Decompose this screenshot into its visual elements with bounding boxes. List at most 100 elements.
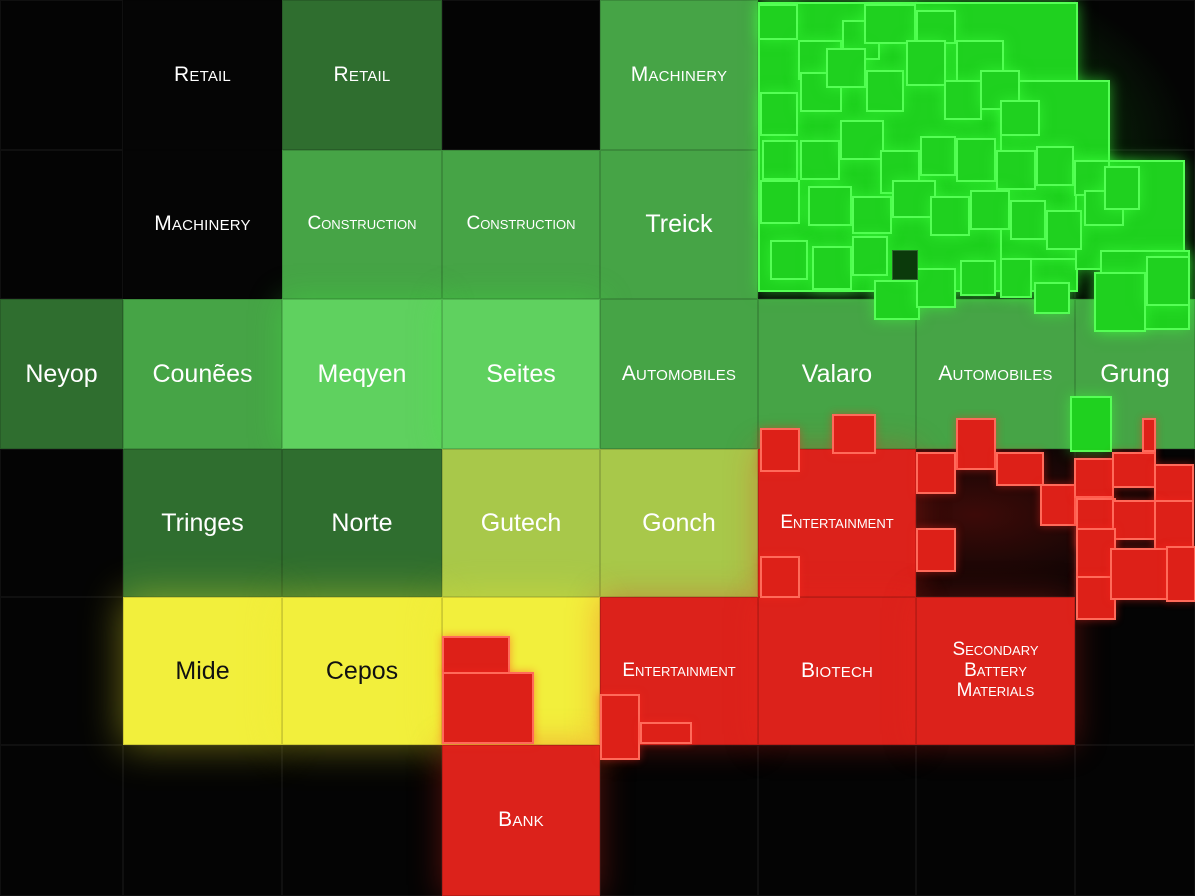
cell-label: Bank	[498, 808, 544, 832]
red-pixel-block	[442, 672, 534, 744]
red-pixel-block	[1142, 418, 1156, 452]
red-pixel-block	[956, 418, 996, 470]
green-pixel-block	[760, 92, 798, 136]
green-pixel-block	[758, 4, 798, 40]
green-pixel-block	[840, 120, 884, 160]
green-pixel-block	[1000, 100, 1040, 136]
heatmap-cell: Gutech	[442, 449, 600, 597]
heatmap-cell: Seites	[442, 299, 600, 449]
cell-label: Construction	[307, 213, 417, 235]
green-pixel-block	[1104, 166, 1140, 210]
cell-label: Construction	[466, 213, 576, 235]
heatmap-cell: Counẽes	[123, 299, 282, 449]
cell-label: Treick	[645, 210, 713, 238]
cell-label: Retail	[174, 62, 231, 86]
green-pixel-block	[812, 246, 852, 290]
green-pixel-block	[826, 48, 866, 88]
cell-label: Gutech	[480, 508, 562, 537]
red-pixel-block	[442, 636, 510, 674]
green-pixel-block	[916, 268, 956, 308]
green-pixel-block	[1094, 272, 1146, 332]
green-pixel-block	[1036, 146, 1074, 186]
green-pixel-block	[864, 4, 916, 44]
grid-background-cell	[758, 745, 916, 896]
cell-label: Grung	[1100, 359, 1170, 388]
cell-label: Automobiles	[621, 361, 737, 385]
green-pixel-block	[1070, 396, 1112, 452]
green-pixel-block	[808, 186, 852, 226]
green-pixel-block	[852, 236, 888, 276]
cell-label: Gonch	[642, 508, 716, 537]
red-pixel-block	[1166, 546, 1195, 602]
grid-background-cell	[282, 745, 442, 896]
heatmap-cell: Secondary Battery Materials	[916, 597, 1075, 745]
green-pixel-block	[1010, 200, 1046, 240]
heatmap-cell: Neyop	[0, 299, 123, 449]
red-pixel-block	[1076, 576, 1116, 620]
heatmap-cell: Construction	[442, 150, 600, 299]
green-pixel-block	[874, 280, 920, 320]
cell-label: Entertainment	[780, 511, 894, 533]
red-pixel-block	[760, 428, 800, 472]
red-pixel-block	[760, 556, 800, 598]
grid-background-cell	[0, 745, 123, 896]
heatmap-cell: Bank	[442, 745, 600, 896]
grid-background-cell	[0, 449, 123, 597]
green-pixel-block	[760, 180, 800, 224]
red-pixel-block	[916, 452, 956, 494]
cell-label: Tringes	[161, 508, 244, 537]
heatmap-cell: Cepos	[282, 597, 442, 745]
green-pixel-block	[916, 10, 956, 44]
cell-label: Automobiles	[938, 361, 1053, 385]
red-pixel-block	[1154, 464, 1194, 504]
grid-background-cell	[916, 745, 1075, 896]
heatmap-cell: Biotech	[758, 597, 916, 745]
cell-label: Norte	[331, 508, 393, 537]
green-pixel-block	[1000, 258, 1032, 298]
heatmap-cell: Mide	[123, 597, 282, 745]
red-pixel-block	[1040, 484, 1076, 526]
green-pixel-block	[996, 150, 1036, 190]
heatmap-cell: Gonch	[600, 449, 758, 597]
red-pixel-block	[996, 452, 1044, 486]
grid-background-cell	[0, 597, 123, 745]
heatmap-cell: Treick	[600, 150, 758, 299]
red-pixel-block	[1110, 548, 1170, 600]
green-pixel-block	[762, 140, 798, 180]
green-pixel-block	[970, 190, 1010, 230]
green-pixel-block	[906, 40, 946, 86]
grid-background-cell	[0, 150, 123, 299]
red-pixel-block	[640, 722, 692, 744]
cell-label: Retail	[333, 62, 391, 86]
green-pixel-block	[892, 180, 936, 218]
cell-label: Biotech	[800, 658, 874, 682]
green-pixel-block	[1146, 256, 1190, 306]
cell-label: Mide	[175, 656, 230, 685]
cell-label: Neyop	[25, 359, 98, 388]
green-pixel-block	[944, 80, 982, 120]
cell-label: Cepos	[325, 656, 399, 685]
green-pixel-block	[956, 138, 996, 182]
green-pixel-block	[1034, 282, 1070, 314]
red-pixel-block	[1112, 452, 1156, 488]
grid-background-cell	[0, 0, 123, 150]
cell-label: Entertainment	[622, 659, 736, 681]
dark-pixel-block	[892, 250, 918, 280]
cell-label: Machinery	[630, 62, 728, 86]
green-pixel-block	[866, 70, 904, 112]
red-pixel-block	[600, 694, 640, 760]
red-pixel-block	[916, 528, 956, 572]
cell-label: Seites	[486, 359, 556, 388]
cell-label: Secondary Battery Materials	[952, 639, 1039, 702]
grid-background-cell	[1075, 745, 1195, 896]
heatmap-cell: Retail	[123, 0, 282, 150]
red-pixel-block	[1074, 458, 1114, 498]
green-pixel-block	[920, 136, 956, 176]
grid-background-cell	[600, 745, 758, 896]
green-pixel-block	[930, 196, 970, 236]
green-pixel-block	[852, 196, 892, 234]
cell-label: Meqyen	[317, 359, 407, 388]
grid-background-cell	[123, 745, 282, 896]
heatmap-cell: Machinery	[123, 150, 282, 299]
